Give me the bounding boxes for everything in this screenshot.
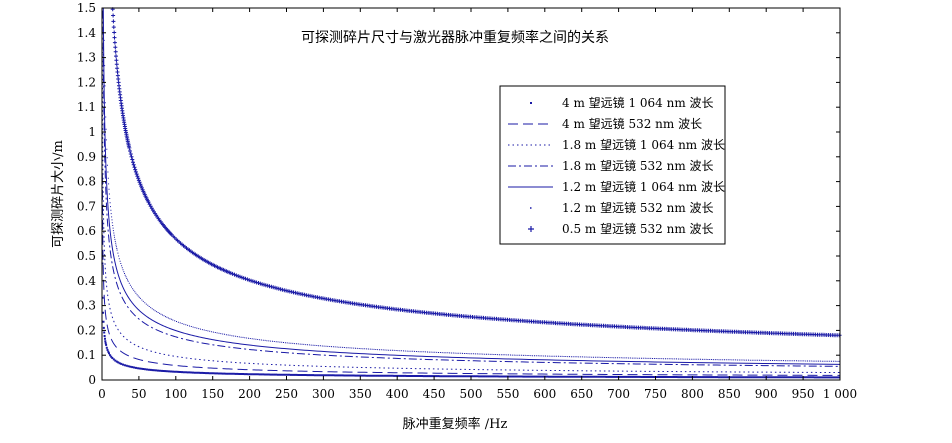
x-tick-label: 100 <box>164 387 187 401</box>
y-tick-label: 0.9 <box>77 150 96 164</box>
x-tick-label: 450 <box>423 387 446 401</box>
legend-swatch <box>528 226 534 232</box>
y-tick-label: 1 <box>88 125 96 139</box>
legend-swatch <box>530 102 532 104</box>
legend: 4 m 望远镜 1 064 nm 波长 4 m 望远镜 532 nm 波长 1.8 … <box>499 85 726 245</box>
chart-title: 可探测碎片尺寸与激光器脉冲重复频率之间的关系 <box>301 29 609 46</box>
legend-label: 1.8 m 望远镜 532 nm 波长 <box>562 158 714 173</box>
legend-label: 0.5 m 望远镜 532 nm 波长 <box>562 221 714 236</box>
y-axis-label: 可探测碎片大小/m <box>51 140 66 248</box>
x-tick-label: 650 <box>570 387 593 401</box>
y-tick-label: 1.4 <box>77 26 96 40</box>
ticks-layer: 0 50 100 150 200 250 300 350 400 450 500 550 600 650 7… <box>77 1 857 401</box>
series-4-line <box>102 10 841 367</box>
legend-label: 1.2 m 望远镜 532 nm 波长 <box>562 200 714 215</box>
x-tick-label: 200 <box>238 387 261 401</box>
y-tick-label: 1.2 <box>77 75 96 89</box>
legend-label: 1.8 m 望远镜 1 064 nm 波长 <box>562 137 725 152</box>
x-tick-label: 300 <box>312 387 335 401</box>
legend-entry: 4 m 望远镜 1 064 nm 波长 <box>530 95 714 110</box>
series-5-line <box>102 8 841 365</box>
y-tick-label: 1.3 <box>77 51 96 65</box>
x-tick-label: 50 <box>131 387 146 401</box>
legend-entry: 1.2 m 望远镜 532 nm 波长 <box>530 200 714 215</box>
x-tick-label: 900 <box>755 387 778 401</box>
legend-label: 1.2 m 望远镜 1 064 nm 波长 <box>562 179 725 194</box>
x-tick-label: 0 <box>98 387 106 401</box>
legend-label: 4 m 望远镜 1 064 nm 波长 <box>562 95 714 110</box>
legend-entry: 4 m 望远镜 532 nm 波长 <box>508 116 702 131</box>
series-layer <box>101 7 842 379</box>
x-tick-label: 150 <box>201 387 224 401</box>
series-2-line <box>101 174 841 376</box>
legend-label: 4 m 望远镜 532 nm 波长 <box>562 116 702 131</box>
legend-entry: 1.8 m 望远镜 1 064 nm 波长 <box>508 137 725 152</box>
y-tick-label: 1.1 <box>77 100 96 114</box>
x-tick-label: 500 <box>460 387 483 401</box>
x-tick-label: 950 <box>792 387 815 401</box>
x-axis-label: 脉冲重复频率 /Hz <box>403 416 508 432</box>
y-tick-label: 0 <box>88 373 96 387</box>
y-tick-label: 0.5 <box>77 249 96 263</box>
legend-entry: 1.8 m 望远镜 532 nm 波长 <box>508 158 714 173</box>
y-tick-label: 0.6 <box>77 224 96 238</box>
x-tick-label: 750 <box>644 387 667 401</box>
y-tick-label: 0.2 <box>77 323 96 337</box>
x-tick-label: 350 <box>349 387 372 401</box>
y-tick-label: 0.1 <box>77 348 96 362</box>
x-tick-label: 700 <box>607 387 630 401</box>
legend-entry: 1.2 m 望远镜 1 064 nm 波长 <box>508 179 725 194</box>
x-tick-label: 800 <box>681 387 704 401</box>
y-tick-label: 0.8 <box>77 175 96 189</box>
legend-entries: 4 m 望远镜 1 064 nm 波长 4 m 望远镜 532 nm 波长 1.8 … <box>508 95 725 236</box>
legend-entry: 0.5 m 望远镜 532 nm 波长 <box>528 221 714 236</box>
x-tick-label: 400 <box>386 387 409 401</box>
series-7-markers <box>110 7 842 338</box>
x-tick-label: 850 <box>718 387 741 401</box>
series-1-markers <box>101 262 840 379</box>
y-tick-label: 1.5 <box>77 1 96 15</box>
x-tick-label: 600 <box>533 387 556 401</box>
x-tick-label: 550 <box>496 387 519 401</box>
y-tick-label: 0.4 <box>77 274 96 288</box>
x-tick-label: 250 <box>275 387 298 401</box>
legend-swatch <box>530 207 532 209</box>
x-tick-label: 1 000 <box>823 387 857 401</box>
plot-area: 0 50 100 150 200 250 300 350 400 450 500 550 600 650 7… <box>77 1 857 401</box>
y-tick-label: 0.3 <box>77 299 96 313</box>
legend-box <box>499 85 726 245</box>
y-tick-label: 0.7 <box>77 199 96 213</box>
